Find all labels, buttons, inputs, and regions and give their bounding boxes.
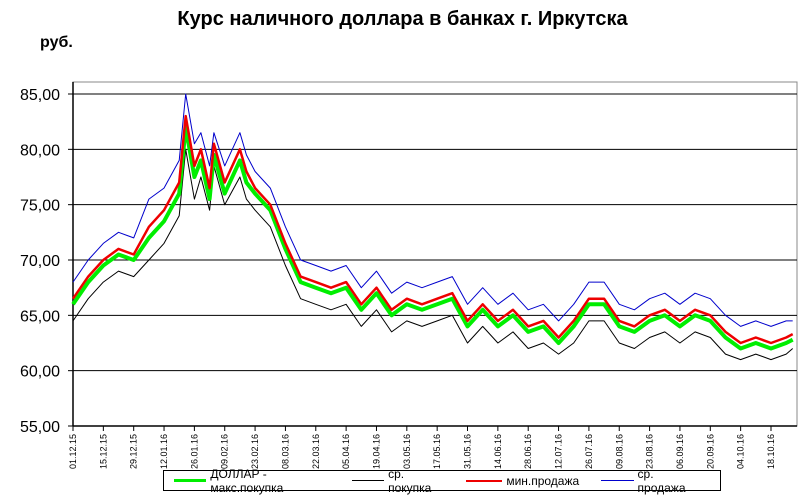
legend: ДОЛЛАР - макс.покупка ср. покупка мин.прод…: [163, 467, 721, 495]
x-tick-label: 14.06.16: [493, 434, 503, 469]
x-tick-label: 20.09.16: [705, 434, 715, 469]
x-tick-label: 06.09.16: [675, 434, 685, 469]
x-tick-label: 19.04.16: [371, 434, 381, 469]
x-tick-label: 01.12.15: [68, 434, 78, 469]
x-tick-label: 09.08.16: [614, 434, 624, 469]
x-tick-label: 04.10.16: [736, 434, 746, 469]
x-tick-label: 22.03.16: [311, 434, 321, 469]
legend-swatch: [174, 479, 207, 482]
legend-label: ср. продажа: [637, 466, 686, 495]
x-tick-label: 12.01.16: [159, 434, 169, 469]
x-tick-label: 26.07.16: [584, 434, 594, 469]
y-tick-label: 80,00: [20, 142, 60, 159]
x-tick-label: 23.08.16: [645, 434, 655, 469]
x-tick-label: 05.04.16: [341, 434, 351, 469]
series-line: [71, 125, 794, 351]
y-tick-label: 75,00: [20, 198, 60, 215]
legend-swatch: [351, 480, 385, 481]
x-tick-label: 12.07.16: [554, 434, 564, 469]
legend-swatch: [601, 480, 634, 481]
series-line: [72, 93, 793, 327]
legend-label: ср. покупка: [388, 466, 432, 495]
y-axis-label: руб.: [40, 34, 73, 51]
y-tick-label: 65,00: [20, 308, 60, 325]
y-tick-label: 55,00: [20, 419, 60, 436]
series-line: [72, 148, 794, 361]
x-tick-label: 26.01.16: [189, 434, 199, 469]
x-tick-label: 08.03.16: [280, 434, 290, 469]
legend-label: ДОЛЛАР - макс.покупка: [210, 466, 284, 495]
y-tick-label: 85,00: [20, 87, 60, 104]
legend-item: мин.продажа: [466, 474, 579, 488]
x-tick-label: 09.02.16: [220, 434, 230, 469]
legend-label: мин.продажа: [506, 473, 580, 488]
legend-swatch: [466, 479, 503, 482]
chart-title: Курс наличного доллара в банках г. Иркут…: [177, 8, 628, 30]
y-tick-label: 60,00: [20, 364, 60, 381]
x-tick-label: 23.02.16: [250, 434, 260, 469]
x-tick-label: 17.05.16: [432, 434, 442, 469]
y-tick-label: 70,00: [20, 253, 60, 270]
x-tick-label: 18.10.16: [766, 434, 776, 469]
legend-item: ср. покупка: [351, 466, 445, 495]
x-tick-label: 31.05.16: [463, 434, 473, 469]
x-tick-label: 28.06.16: [523, 434, 533, 469]
legend-item: ср. продажа: [601, 467, 698, 495]
x-tick-label: 15.12.15: [98, 434, 108, 469]
legend-item: ДОЛЛАР - макс.покупка: [174, 467, 330, 495]
series-line: [71, 114, 794, 345]
x-tick-label: 03.05.16: [402, 434, 412, 469]
x-tick-label: 29.12.15: [129, 434, 139, 469]
